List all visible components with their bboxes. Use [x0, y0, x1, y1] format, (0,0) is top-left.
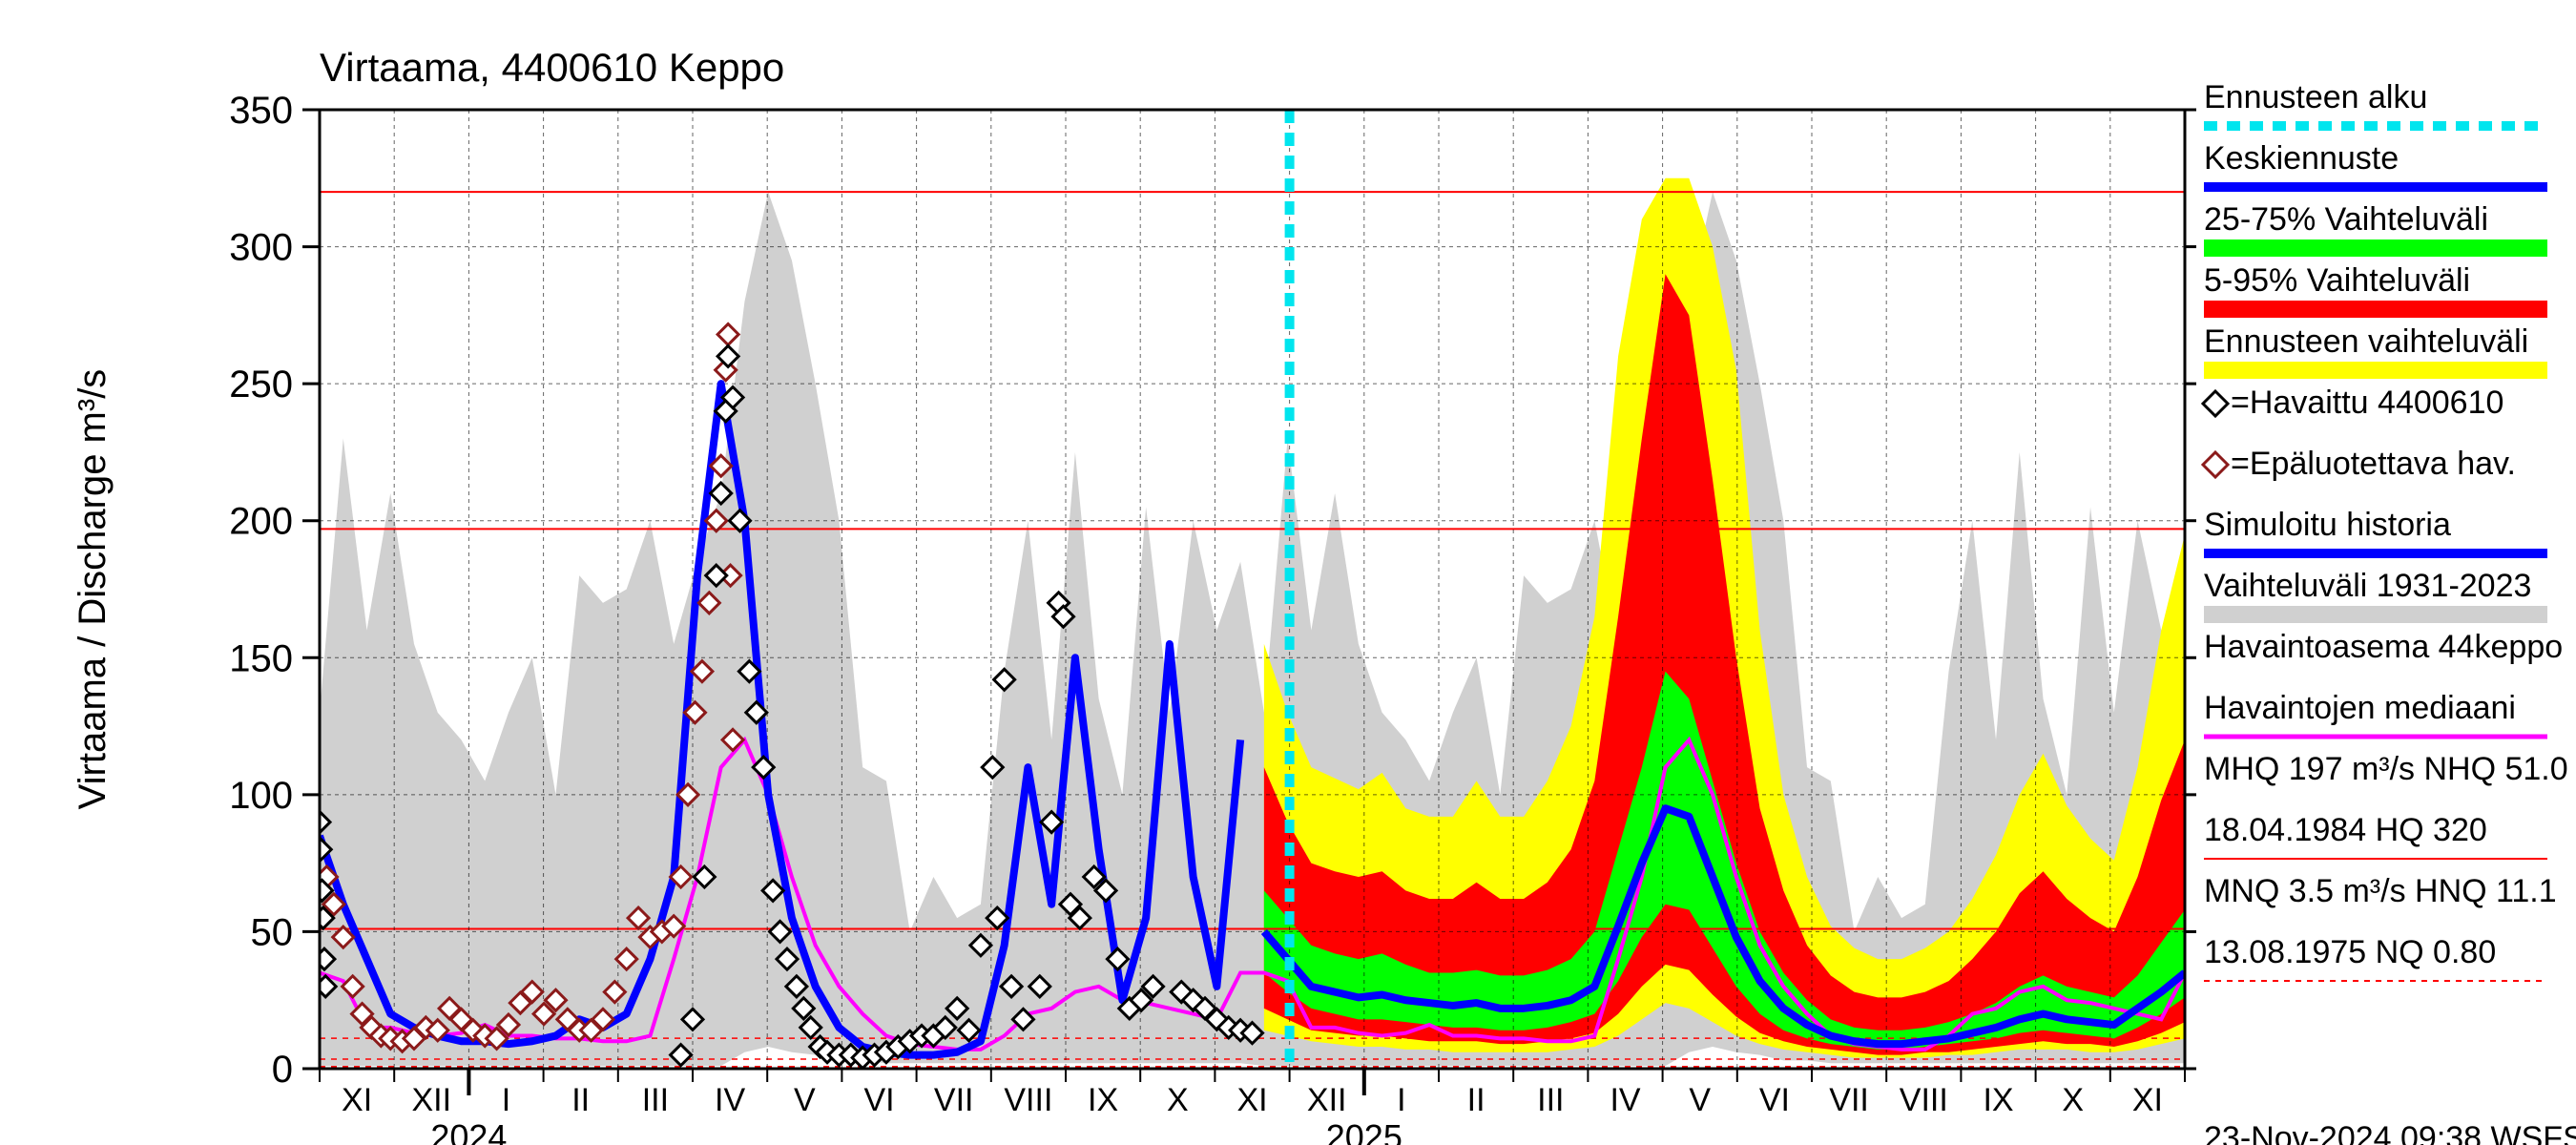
legend-label-sim_history: Simuloitu historia	[2204, 507, 2451, 543]
month-label: III	[642, 1082, 669, 1118]
legend-label-hq: 18.04.1984 HQ 320	[2204, 812, 2487, 848]
month-label: VIII	[1900, 1082, 1948, 1118]
month-label: IV	[715, 1082, 745, 1118]
legend-label-unreliable: =Epäluotettava hav.	[2231, 446, 2516, 482]
historical-range-area	[320, 192, 2185, 1066]
legend-swatch-unreliable	[2203, 452, 2228, 477]
year-label: 2025	[1326, 1117, 1402, 1145]
ytick-label: 300	[229, 227, 293, 269]
legend-label-p5_95: 5-95% Vaihteluväli	[2204, 262, 2470, 299]
legend-swatch-hist_range	[2204, 606, 2547, 623]
legend-label-forecast_start: Ennusteen alku	[2204, 79, 2427, 115]
month-label: VI	[1759, 1082, 1790, 1118]
month-label: IV	[1610, 1082, 1640, 1118]
legend-label-hist_range: Vaihteluväli 1931-2023	[2204, 568, 2531, 604]
month-label: X	[2062, 1082, 2084, 1118]
chart-title: Virtaama, 4400610 Keppo	[320, 45, 784, 90]
legend-swatch-p0_100	[2204, 362, 2547, 379]
legend-swatch-p25_75	[2204, 239, 2547, 257]
month-label: II	[571, 1082, 590, 1118]
ytick-label: 50	[251, 911, 294, 953]
ytick-label: 0	[272, 1049, 293, 1091]
legend-label-p25_75: 25-75% Vaihteluväli	[2204, 201, 2488, 238]
legend-label-median_forecast: Keskiennuste	[2204, 140, 2399, 177]
month-label: III	[1537, 1082, 1564, 1118]
month-label: IX	[1983, 1082, 2013, 1118]
y-axis-label: Virtaama / Discharge m³/s	[72, 369, 114, 810]
discharge-forecast-chart: 050100150200250300350XIXIIIIIIIIIVVVIVII…	[0, 0, 2576, 1145]
ytick-label: 200	[229, 501, 293, 543]
footer-timestamp: 23-Nov-2024 09:38 WSFS-O	[2204, 1120, 2576, 1145]
month-label: XI	[2132, 1082, 2163, 1118]
legend-label-mhq: MHQ 197 m³/s NHQ 51.0	[2204, 751, 2568, 787]
month-label: X	[1167, 1082, 1189, 1118]
legend-swatch-p5_95	[2204, 301, 2547, 318]
legend-label-nq: 13.08.1975 NQ 0.80	[2204, 934, 2496, 970]
month-label: VIII	[1004, 1082, 1052, 1118]
month-label: V	[1689, 1082, 1711, 1118]
month-label: VI	[863, 1082, 894, 1118]
month-label: VII	[1829, 1082, 1869, 1118]
ytick-label: 100	[229, 775, 293, 817]
legend-swatch-observed	[2203, 391, 2228, 416]
legend-label-mnq: MNQ 3.5 m³/s HNQ 11.1	[2204, 873, 2557, 909]
month-label: IX	[1088, 1082, 1118, 1118]
month-label: VII	[934, 1082, 974, 1118]
ytick-label: 350	[229, 90, 293, 132]
ytick-label: 150	[229, 637, 293, 679]
month-label: V	[794, 1082, 816, 1118]
ytick-label: 250	[229, 364, 293, 406]
month-label: II	[1467, 1082, 1485, 1118]
month-label: XI	[342, 1082, 372, 1118]
month-label: I	[1397, 1082, 1405, 1118]
chart-svg: 050100150200250300350XIXIIIIIIIIIVVVIVII…	[0, 0, 2576, 1145]
legend-label-p0_100: Ennusteen vaihteluväli	[2204, 323, 2528, 360]
legend-label-station: Havaintoasema 44keppo	[2204, 629, 2563, 665]
month-label: I	[502, 1082, 510, 1118]
legend-label-observed: =Havaittu 4400610	[2231, 385, 2503, 421]
month-label: XI	[1236, 1082, 1267, 1118]
year-label: 2024	[430, 1117, 507, 1145]
month-label: XII	[1307, 1082, 1347, 1118]
month-label: XII	[412, 1082, 452, 1118]
legend-label-median_hist: Havaintojen mediaani	[2204, 690, 2516, 726]
